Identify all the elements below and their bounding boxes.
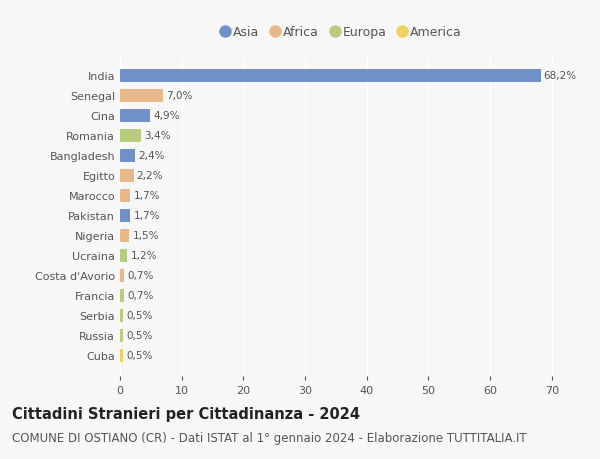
Text: 0,5%: 0,5% (126, 350, 152, 360)
Bar (120, 110, 150, 123)
Bar (120, 249, 127, 262)
Bar (120, 129, 141, 142)
Text: 3,4%: 3,4% (144, 131, 170, 141)
Bar (120, 289, 124, 302)
Text: 68,2%: 68,2% (544, 71, 577, 81)
Text: 1,2%: 1,2% (130, 251, 157, 261)
Text: 4,9%: 4,9% (154, 111, 180, 121)
Text: 0,7%: 0,7% (127, 270, 154, 280)
Text: 0,5%: 0,5% (126, 330, 152, 340)
Text: COMUNE DI OSTIANO (CR) - Dati ISTAT al 1° gennaio 2024 - Elaborazione TUTTITALIA: COMUNE DI OSTIANO (CR) - Dati ISTAT al 1… (12, 431, 527, 444)
Bar (120, 209, 130, 222)
Text: 7,0%: 7,0% (166, 91, 193, 101)
Text: 1,5%: 1,5% (133, 231, 159, 241)
Bar (120, 269, 124, 282)
Bar (120, 90, 163, 102)
Bar (120, 309, 123, 322)
Legend: Asia, Africa, Europa, America: Asia, Africa, Europa, America (222, 26, 462, 39)
Text: 2,4%: 2,4% (138, 151, 164, 161)
Bar (120, 329, 123, 342)
Bar (120, 169, 134, 182)
Bar (120, 189, 130, 202)
Bar (120, 70, 541, 83)
Text: Cittadini Stranieri per Cittadinanza - 2024: Cittadini Stranieri per Cittadinanza - 2… (12, 406, 360, 421)
Text: 2,2%: 2,2% (137, 171, 163, 181)
Bar (120, 150, 135, 162)
Text: 0,5%: 0,5% (126, 310, 152, 320)
Bar (120, 349, 123, 362)
Text: 1,7%: 1,7% (134, 211, 160, 221)
Bar (120, 229, 129, 242)
Text: 0,7%: 0,7% (127, 291, 154, 301)
Text: 1,7%: 1,7% (134, 191, 160, 201)
